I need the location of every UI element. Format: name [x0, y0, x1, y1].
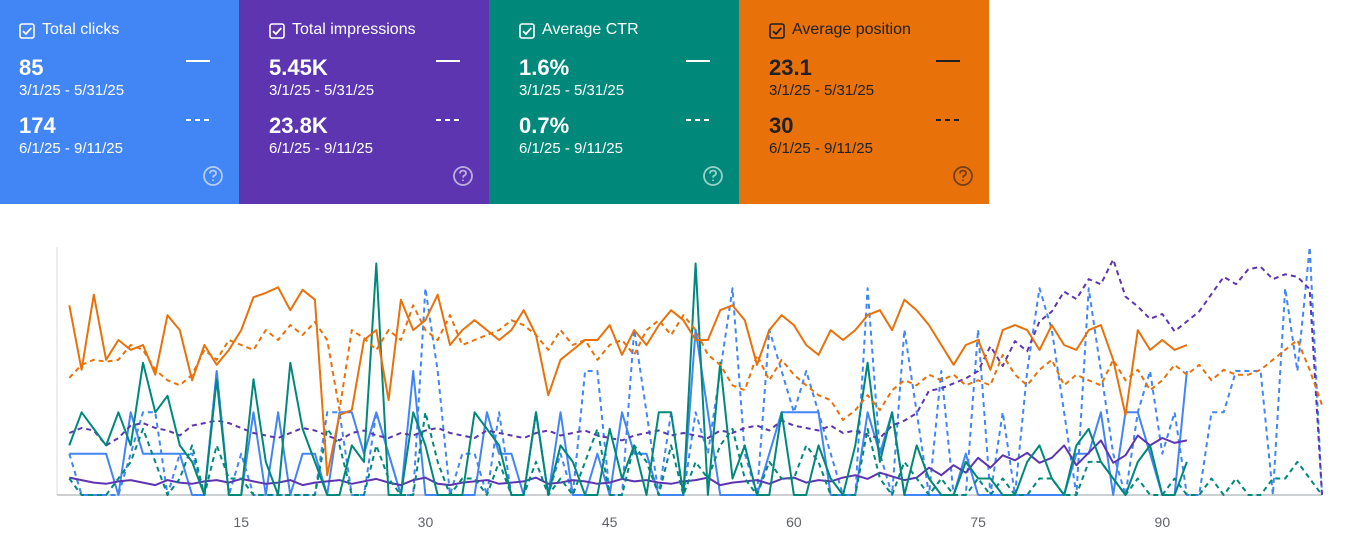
previous-range: 6/1/25 - 9/11/25	[19, 140, 123, 157]
metric-card[interactable]: Average position 23.1 3/1/25 - 5/31/25 30 6/…	[739, 0, 989, 204]
metric-label: Average position	[792, 21, 911, 38]
current-value: 85	[19, 55, 44, 80]
current-value: 5.45K	[269, 55, 328, 80]
metric-card[interactable]: Average CTR 1.6% 3/1/25 - 5/31/25 0.7% 6/1/2…	[489, 0, 739, 204]
help-circle	[953, 166, 973, 186]
current-period-line	[68, 286, 1188, 477]
x-tick-label: 60	[786, 514, 802, 530]
previous-period-line	[68, 246, 1323, 496]
checkbox[interactable]	[19, 23, 35, 39]
previous-value: 30	[769, 113, 794, 138]
help-icon[interactable]	[952, 165, 974, 187]
current-value: 1.6%	[519, 55, 570, 80]
metric-label: Total clicks	[42, 21, 120, 38]
previous-value: 174	[19, 113, 56, 138]
x-tick-label: 30	[418, 514, 434, 530]
checkbox-check	[272, 27, 282, 36]
metric-card[interactable]: Total clicks 85 3/1/25 - 5/31/25 174 6/1/25 …	[0, 0, 239, 204]
current-period-line	[69, 328, 1188, 496]
current-period-line	[68, 262, 1188, 496]
help-glyph	[709, 169, 717, 181]
metric-label: Average CTR	[542, 21, 639, 38]
help-icon[interactable]	[702, 165, 724, 187]
previous-period-line	[68, 258, 1323, 496]
previous-range: 6/1/25 - 9/11/25	[769, 140, 873, 157]
current-range: 3/1/25 - 5/31/25	[519, 82, 625, 99]
previous-period-line	[68, 411, 1323, 496]
current-range: 3/1/25 - 5/31/25	[19, 82, 125, 99]
checkbox-box	[769, 23, 785, 39]
metric-card[interactable]: Total impressions 5.45K 3/1/25 - 5/31/25 23…	[239, 0, 489, 204]
previous-period-line	[68, 304, 1323, 421]
line-style-indicators	[436, 60, 460, 121]
line-style-indicators	[686, 60, 710, 121]
help-circle	[453, 166, 473, 186]
help-circle	[703, 166, 723, 186]
current-range: 3/1/25 - 5/31/25	[769, 82, 875, 99]
x-tick-label: 45	[602, 514, 618, 530]
checkbox-box	[269, 23, 285, 39]
x-tick-label: 90	[1155, 514, 1171, 530]
help-circle	[203, 166, 223, 186]
help-glyph	[209, 169, 217, 181]
help-glyph	[459, 169, 467, 181]
line-style-indicators	[186, 60, 210, 121]
line-style-indicators	[936, 60, 960, 121]
checkbox-box	[519, 23, 535, 39]
checkbox[interactable]	[519, 23, 535, 39]
previous-range: 6/1/25 - 9/11/25	[269, 140, 373, 157]
help-glyph	[959, 169, 967, 181]
help-icon[interactable]	[202, 165, 224, 187]
checkbox-check	[22, 27, 32, 36]
help-icon[interactable]	[452, 165, 474, 187]
checkbox[interactable]	[769, 23, 785, 39]
previous-value: 23.8K	[269, 113, 328, 138]
previous-value: 0.7%	[519, 113, 570, 138]
current-range: 3/1/25 - 5/31/25	[269, 82, 375, 99]
x-tick-label: 75	[970, 514, 986, 530]
current-value: 23.1	[769, 55, 812, 80]
checkbox-check	[522, 27, 532, 36]
current-period-line	[69, 434, 1188, 487]
metric-label: Total impressions	[292, 21, 416, 38]
x-tick-label: 15	[233, 514, 249, 530]
checkbox-box	[19, 23, 35, 39]
checkbox-check	[772, 27, 782, 36]
previous-range: 6/1/25 - 9/11/25	[519, 140, 623, 157]
checkbox[interactable]	[269, 23, 285, 39]
